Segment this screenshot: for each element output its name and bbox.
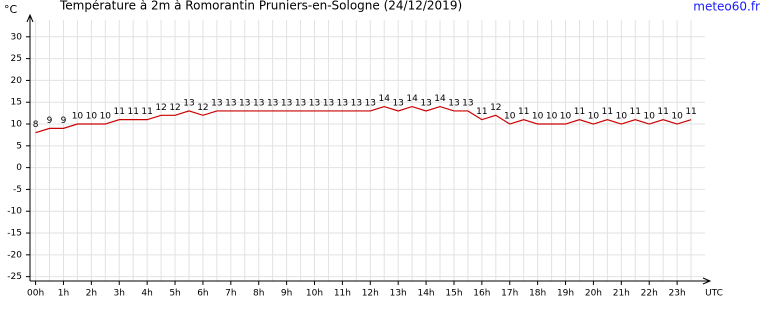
x-tick-label: 1h xyxy=(58,289,69,299)
data-label: 13 xyxy=(309,98,320,108)
x-tick-label: 6h xyxy=(197,289,208,299)
data-label: 13 xyxy=(420,98,431,108)
x-tick-label: 2h xyxy=(86,289,97,299)
data-label: 11 xyxy=(685,107,696,117)
data-label: 13 xyxy=(365,98,376,108)
data-label: 10 xyxy=(86,112,98,122)
x-tick-label: 5h xyxy=(169,289,180,299)
data-label: 10 xyxy=(616,112,628,122)
data-label: 13 xyxy=(295,98,306,108)
source: meteo60.fr xyxy=(693,0,760,14)
x-tick-label: 23h xyxy=(669,289,686,299)
data-label: 13 xyxy=(211,98,222,108)
data-label: 8 xyxy=(33,120,39,130)
data-label: 13 xyxy=(253,98,264,108)
x-tick-label: 8h xyxy=(253,289,264,299)
y-tick-label: 15 xyxy=(11,98,22,108)
x-tick-label: 3h xyxy=(114,289,125,299)
data-label: 10 xyxy=(560,112,572,122)
y-axis-arrow xyxy=(26,13,34,23)
y-tick-label: 25 xyxy=(11,54,22,64)
y-tick-label: -5 xyxy=(13,185,22,195)
y-tick-label: 20 xyxy=(11,76,23,86)
data-label: 13 xyxy=(392,98,403,108)
data-label: 10 xyxy=(100,112,112,122)
x-tick-label: 14h xyxy=(417,289,434,299)
y-axis-label: °C xyxy=(4,3,18,16)
data-label: 10 xyxy=(532,112,544,122)
data-label: 14 xyxy=(434,94,446,104)
x-tick-label: 00h xyxy=(27,289,44,299)
data-label: 11 xyxy=(141,107,152,117)
data-label: 10 xyxy=(546,112,558,122)
data-label: 13 xyxy=(448,98,459,108)
x-tick-label: 16h xyxy=(473,289,490,299)
x-tick-label: 19h xyxy=(557,289,574,299)
data-label: 13 xyxy=(267,98,278,108)
x-tick-label: 20h xyxy=(585,289,602,299)
y-tick-label: -10 xyxy=(7,207,22,217)
data-label: 13 xyxy=(183,98,194,108)
x-tick-label: 10h xyxy=(306,289,323,299)
data-label: 13 xyxy=(337,98,348,108)
y-tick-label: -20 xyxy=(7,250,22,260)
data-label: 11 xyxy=(657,107,668,117)
data-label: 13 xyxy=(462,98,473,108)
x-tick-label: 21h xyxy=(613,289,630,299)
data-label: 11 xyxy=(574,107,585,117)
x-axis-arrow xyxy=(702,277,712,285)
data-label: 11 xyxy=(518,107,529,117)
series-line xyxy=(35,105,692,134)
y-tick-label: -15 xyxy=(7,229,22,239)
data-label: 10 xyxy=(671,112,683,122)
data-label: 11 xyxy=(114,107,125,117)
data-label: 9 xyxy=(47,116,53,126)
data-label: 13 xyxy=(323,98,334,108)
chart-title: Température à 2m à Romorantin Pruniers-e… xyxy=(59,0,462,13)
data-label: 10 xyxy=(504,112,516,122)
y-tick-label: 5 xyxy=(16,141,22,151)
x-tick-label: 12h xyxy=(362,289,379,299)
y-tick-label: 0 xyxy=(16,163,22,173)
data-label: 12 xyxy=(169,103,180,113)
data-label: 14 xyxy=(379,94,391,104)
data-label: 14 xyxy=(406,94,418,104)
x-tick-label: 4h xyxy=(141,289,152,299)
x-axis-label: UTC xyxy=(705,289,723,299)
x-tick-label: 18h xyxy=(529,289,546,299)
x-tick-label: 11h xyxy=(334,289,351,299)
x-tick-label: 7h xyxy=(225,289,236,299)
x-tick-label: 9h xyxy=(281,289,292,299)
data-label: 10 xyxy=(588,112,600,122)
data-label: 13 xyxy=(225,98,236,108)
data-label: 12 xyxy=(197,103,208,113)
data-label: 10 xyxy=(643,112,655,122)
data-label: 13 xyxy=(239,98,250,108)
data-label: 11 xyxy=(127,107,138,117)
data-label: 12 xyxy=(155,103,166,113)
data-label: 13 xyxy=(281,98,292,108)
x-tick-label: 17h xyxy=(501,289,518,299)
data-label: 13 xyxy=(351,98,362,108)
x-tick-label: 15h xyxy=(445,289,462,299)
data-label: 9 xyxy=(61,116,67,126)
y-tick-label: 30 xyxy=(11,32,23,42)
x-tick-label: 22h xyxy=(641,289,658,299)
y-tick-label: -25 xyxy=(7,272,22,282)
data-label: 11 xyxy=(630,107,641,117)
x-tick-label: 13h xyxy=(390,289,407,299)
data-label: 11 xyxy=(476,107,487,117)
y-tick-label: 10 xyxy=(11,120,23,130)
data-label: 10 xyxy=(72,112,84,122)
data-label: 12 xyxy=(490,103,501,113)
data-label: 11 xyxy=(602,107,613,117)
